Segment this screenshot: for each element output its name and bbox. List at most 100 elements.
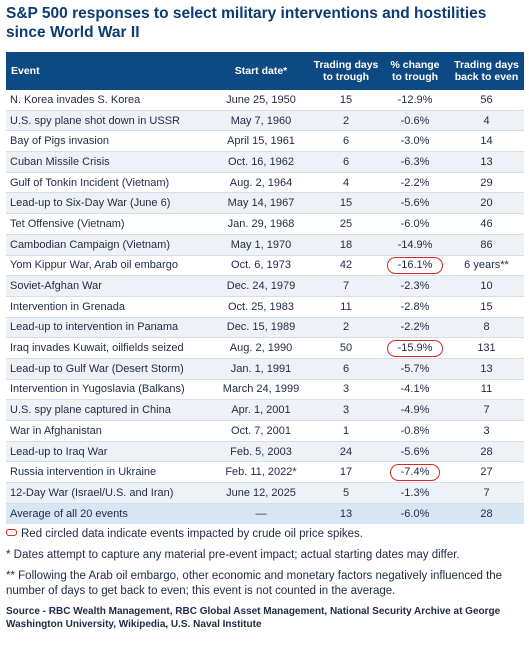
back-to-even-cell: 20 (480, 197, 493, 210)
start-date-cell: Oct. 7, 2001 (231, 424, 291, 437)
start-date-cell: Oct. 6, 1973 (231, 259, 291, 272)
embargo-note: ** Following the Arab oil embargo, other… (6, 570, 503, 597)
start-date-cell: April 15, 1961 (227, 135, 295, 148)
trading-days-cell: 2 (342, 321, 350, 334)
back-to-even-cell: 4 (483, 114, 490, 127)
event-cell: Cambodian Campaign (Vietnam) (10, 238, 170, 251)
back-to-even-cell: 7 (483, 404, 490, 417)
table-body: N. Korea invades S. Korea June 25, 1950 15… (6, 90, 524, 504)
start-date-cell: Dec. 15, 1989 (226, 321, 296, 334)
trading-days-cell: 2 (342, 114, 350, 127)
percent-change-cell: -6.3% (400, 155, 430, 168)
table-row: Russia intervention in Ukraine Feb. 11, 2… (6, 462, 524, 484)
percent-change-cell: -5.6% (400, 445, 430, 458)
percent-change-cell: -15.9% (381, 339, 449, 357)
trading-days-cell: 42 (339, 259, 353, 272)
start-date-cell: Oct. 25, 1983 (227, 300, 295, 313)
start-date-cell: Aug. 2, 1990 (229, 342, 293, 355)
event-cell: U.S. spy plane captured in China (10, 404, 171, 417)
red-circle-legend-icon (6, 529, 17, 536)
percent-change-cell: -4.9% (400, 404, 430, 417)
header-trading-days-to-trough: Trading days to trough (313, 59, 379, 83)
back-to-even-cell: 14 (480, 135, 493, 148)
header-event: Event (11, 65, 40, 77)
table-row: Cuban Missile Crisis Oct. 16, 1962 6 -6.3% 1… (6, 152, 524, 173)
back-to-even-cell: 8 (483, 321, 490, 334)
event-cell: U.S. spy plane shot down in USSR (10, 114, 180, 127)
trading-days-cell: 24 (339, 445, 353, 458)
trading-days-cell: 6 (342, 135, 350, 148)
event-cell: Russia intervention in Ukraine (10, 466, 157, 479)
percent-change-cell: -5.6% (400, 197, 430, 210)
header-start-date: Start date* (234, 65, 288, 77)
back-to-even-cell: 13 (480, 155, 493, 168)
table-row: Iraq invades Kuwait, oilfields seized Aug… (6, 338, 524, 359)
dates-note: * Dates attempt to capture any material … (6, 549, 460, 561)
trading-days-cell: 3 (342, 383, 350, 396)
event-cell: Cuban Missile Crisis (10, 155, 110, 168)
event-cell: Bay of Pigs invasion (10, 135, 110, 148)
event-cell: N. Korea invades S. Korea (10, 93, 141, 106)
back-to-even-cell: 56 (480, 93, 493, 106)
start-date-cell: Feb. 11, 2022* (225, 466, 297, 479)
back-to-even-cell: 27 (480, 466, 493, 479)
percent-change-cell: -14.9% (397, 238, 433, 251)
header-days-back-to-even: Trading days back to even (454, 59, 519, 83)
header-percent-change: % change to trough (390, 59, 440, 83)
start-date-cell: Aug. 2, 1964 (229, 176, 293, 189)
start-date-cell: Dec. 24, 1979 (226, 280, 296, 293)
table-row: N. Korea invades S. Korea June 25, 1950 15… (6, 90, 524, 111)
percent-change-cell: -2.3% (400, 280, 430, 293)
start-date-cell: Feb. 5, 2003 (230, 445, 292, 458)
start-date-cell: March 24, 1999 (222, 383, 300, 396)
event-cell: Tet Offensive (Vietnam) (10, 217, 125, 230)
table-row: Lead-up to Iraq War Feb. 5, 2003 24 -5.6% 28 (6, 441, 524, 463)
back-to-even-cell: 28 (480, 445, 493, 458)
oil-spike-circle: -15.9% (386, 339, 444, 357)
event-cell: Gulf of Tonkin Incident (Vietnam) (10, 176, 170, 189)
table-row: 12-Day War (Israel/U.S. and Iran) June 12… (6, 483, 524, 504)
percent-change-cell: -12.9% (397, 93, 433, 106)
event-cell: Intervention in Yugoslavia (Balkans) (10, 383, 185, 396)
average-label: Average of all 20 events (10, 508, 128, 521)
trading-days-cell: 1 (342, 424, 350, 437)
table-row: Intervention in Grenada Oct. 25, 1983 11 -2… (6, 297, 524, 318)
event-cell: Lead-up to Iraq War (10, 445, 108, 458)
trading-days-cell: 25 (339, 217, 353, 230)
trading-days-cell: 17 (339, 466, 353, 479)
legend-note: Red circled data indicate events impacte… (6, 527, 524, 542)
table-row: Soviet-Afghan War Dec. 24, 1979 7 -2.3% 10 (6, 276, 524, 297)
table-row: Tet Offensive (Vietnam) Jan. 29, 1968 25 -6… (6, 214, 524, 235)
percent-change-cell: -0.8% (400, 424, 430, 437)
oil-spike-circle: -7.4% (389, 463, 441, 481)
average-change: -6.0% (400, 508, 430, 521)
table-row: Gulf of Tonkin Incident (Vietnam) Aug. 2,… (6, 173, 524, 194)
start-date-cell: Oct. 16, 1962 (227, 155, 295, 168)
table-row: Lead-up to Six-Day War (June 6) May 14, 1… (6, 193, 524, 215)
start-date-cell: Apr. 1, 2001 (231, 404, 291, 417)
percent-change-cell: -7.4% (381, 463, 449, 481)
trading-days-cell: 15 (339, 197, 353, 210)
average-row: Average of all 20 events — 13 -6.0% 28 (6, 503, 524, 525)
back-to-even-cell: 13 (480, 362, 493, 375)
back-to-even-cell: 6 years** (464, 259, 509, 272)
trading-days-cell: 3 (342, 404, 350, 417)
event-cell: Lead-up to Gulf War (Desert Storm) (10, 362, 184, 375)
event-cell: Yom Kippur War, Arab oil embargo (10, 259, 178, 272)
footnotes: Red circled data indicate events impacte… (6, 527, 524, 631)
percent-change-cell: -4.1% (400, 383, 430, 396)
event-cell: War in Afghanistan (10, 424, 102, 437)
start-date-cell: May 1, 1970 (230, 238, 292, 251)
percent-change-cell: -2.8% (400, 300, 430, 313)
start-date-cell: May 14, 1967 (227, 197, 295, 210)
percent-change-cell: -2.2% (400, 176, 430, 189)
table-row: Lead-up to Gulf War (Desert Storm) Jan. 1… (6, 358, 524, 380)
percent-change-cell: -0.6% (400, 114, 430, 127)
percent-change-cell: -3.0% (400, 135, 430, 148)
trading-days-cell: 11 (340, 300, 352, 313)
page-title: S&P 500 responses to select military int… (6, 5, 487, 41)
average-days: 13 (339, 508, 353, 521)
trading-days-cell: 50 (339, 342, 353, 355)
trading-days-cell: 18 (339, 238, 353, 251)
oil-spike-circle: -16.1% (386, 256, 444, 274)
